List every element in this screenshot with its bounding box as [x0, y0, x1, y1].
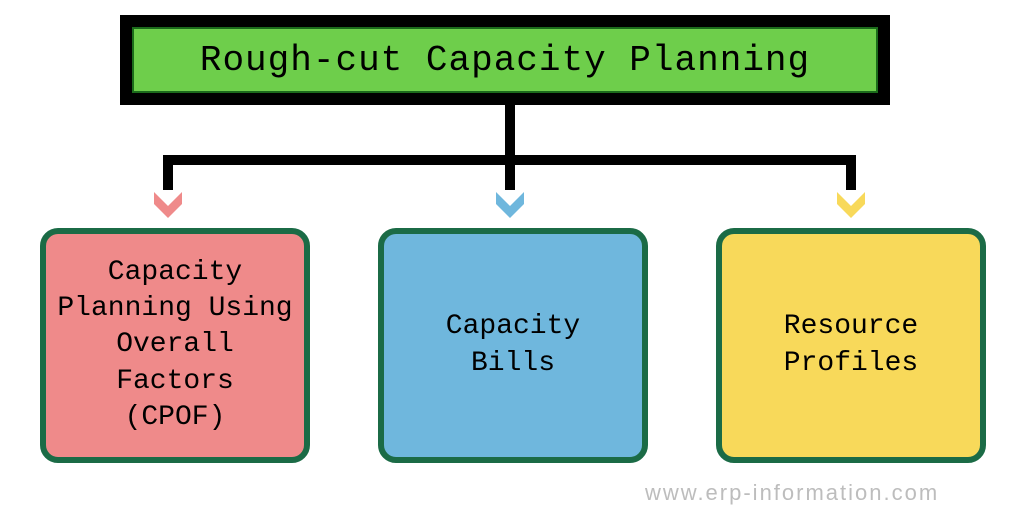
arrow-2: [833, 190, 869, 226]
connector-drop-2: [846, 155, 856, 190]
child-text-0: Capacity Planning Using Overall Factors …: [57, 255, 292, 437]
watermark-text: www.erp-information.com: [645, 480, 939, 505]
arrow-0: [150, 190, 186, 226]
child-text-2: Resource Profiles: [784, 309, 918, 382]
child-text-1: Capacity Bills: [446, 309, 580, 382]
watermark: www.erp-information.com: [645, 480, 939, 506]
connector-drop-0: [163, 155, 173, 190]
connector-drop-1: [505, 155, 515, 190]
title-text: Rough-cut Capacity Planning: [200, 40, 810, 81]
child-box-1: Capacity Bills: [378, 228, 648, 463]
child-box-0: Capacity Planning Using Overall Factors …: [40, 228, 310, 463]
child-box-2: Resource Profiles: [716, 228, 986, 463]
title-box: Rough-cut Capacity Planning: [120, 15, 890, 105]
arrow-1: [492, 190, 528, 226]
